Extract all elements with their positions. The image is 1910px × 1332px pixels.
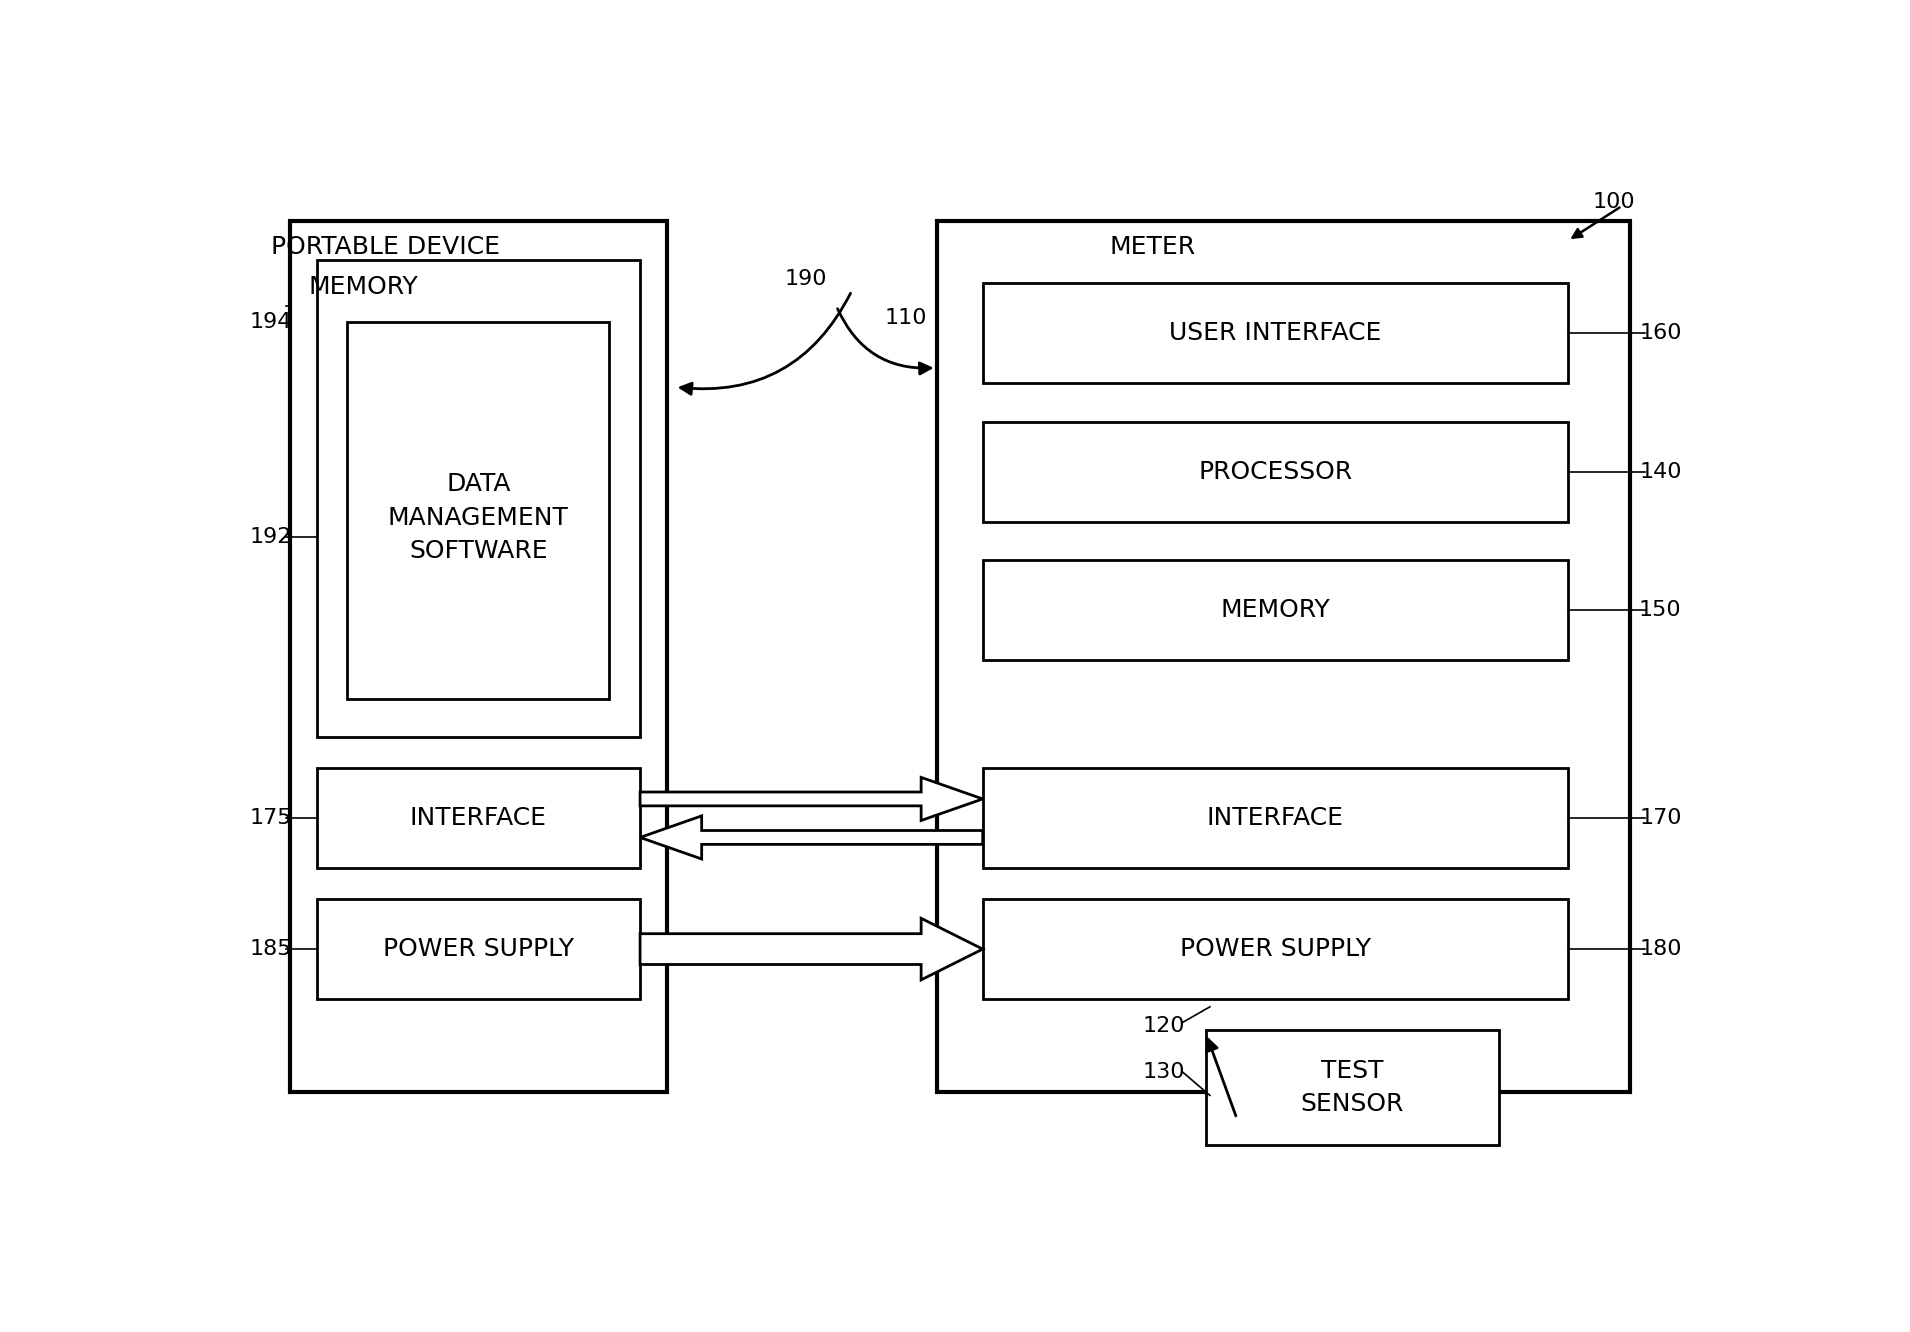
Text: 150: 150 xyxy=(1639,601,1681,621)
Bar xyxy=(984,899,1568,999)
Text: 180: 180 xyxy=(1639,939,1681,959)
Text: USER INTERFACE: USER INTERFACE xyxy=(1169,321,1381,345)
Bar xyxy=(317,769,640,868)
Bar xyxy=(984,769,1568,868)
Text: 170: 170 xyxy=(1639,809,1681,829)
Text: 185: 185 xyxy=(248,939,292,959)
Text: PORTABLE DEVICE: PORTABLE DEVICE xyxy=(271,234,500,258)
Bar xyxy=(984,561,1568,661)
Text: POWER SUPPLY: POWER SUPPLY xyxy=(382,938,573,962)
Text: 160: 160 xyxy=(1639,324,1681,344)
Bar xyxy=(984,282,1568,384)
Text: INTERFACE: INTERFACE xyxy=(411,806,546,830)
Bar xyxy=(936,221,1629,1091)
Text: DATA
MANAGEMENT
SOFTWARE: DATA MANAGEMENT SOFTWARE xyxy=(388,473,569,563)
Text: METER: METER xyxy=(1110,234,1196,258)
Text: MEMORY: MEMORY xyxy=(308,274,418,298)
Text: 192: 192 xyxy=(250,527,292,547)
Text: POWER SUPPLY: POWER SUPPLY xyxy=(1180,938,1371,962)
Text: PROCESSOR: PROCESSOR xyxy=(1198,460,1352,484)
Polygon shape xyxy=(640,817,984,859)
Bar xyxy=(290,221,667,1091)
Bar xyxy=(984,422,1568,522)
Text: 190: 190 xyxy=(785,269,827,289)
Text: INTERFACE: INTERFACE xyxy=(1207,806,1345,830)
Text: 194: 194 xyxy=(250,312,292,332)
Text: 130: 130 xyxy=(1142,1063,1184,1083)
Text: 140: 140 xyxy=(1639,462,1681,482)
Text: 100: 100 xyxy=(1593,192,1635,212)
Bar xyxy=(317,899,640,999)
Text: TEST
SENSOR: TEST SENSOR xyxy=(1301,1059,1404,1116)
Polygon shape xyxy=(640,778,984,821)
Bar xyxy=(348,321,609,699)
Text: 110: 110 xyxy=(884,308,926,328)
Polygon shape xyxy=(640,918,984,980)
Text: 175: 175 xyxy=(248,809,292,829)
Bar xyxy=(317,260,640,738)
Text: 120: 120 xyxy=(1142,1016,1184,1036)
Bar xyxy=(1205,1030,1499,1146)
Text: MEMORY: MEMORY xyxy=(1220,598,1329,622)
